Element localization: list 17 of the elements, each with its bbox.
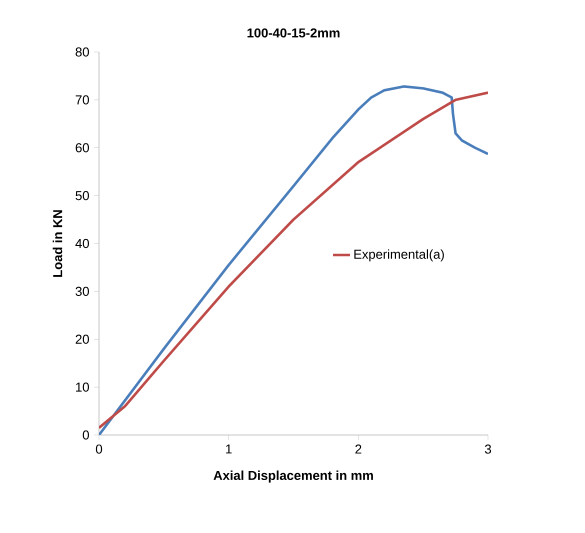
x-tick-label: 3 [484, 444, 492, 454]
legend-label: Experimental(a) [354, 249, 444, 262]
y-tick-label: 80 [76, 47, 89, 57]
chart-title: 100-40-15-2mm [248, 28, 340, 38]
x-axis-title: Axial Displacement in mm [214, 470, 373, 483]
x-tick-label: 0 [96, 444, 102, 454]
y-tick-label: 30 [76, 286, 89, 296]
y-tick-label: 60 [76, 143, 89, 152]
y-tick-label: 70 [76, 95, 89, 104]
y-axis-title: Load in KN [52, 210, 62, 277]
x-tick-label: 2 [355, 444, 362, 454]
y-tick-label: 10 [76, 382, 89, 392]
y-tick-label: 40 [75, 238, 89, 248]
y-tick-label: 0 [82, 430, 89, 440]
y-tick-label: 50 [76, 191, 89, 200]
x-tick-label: 1 [226, 444, 232, 454]
y-tick-label: 20 [76, 334, 89, 344]
